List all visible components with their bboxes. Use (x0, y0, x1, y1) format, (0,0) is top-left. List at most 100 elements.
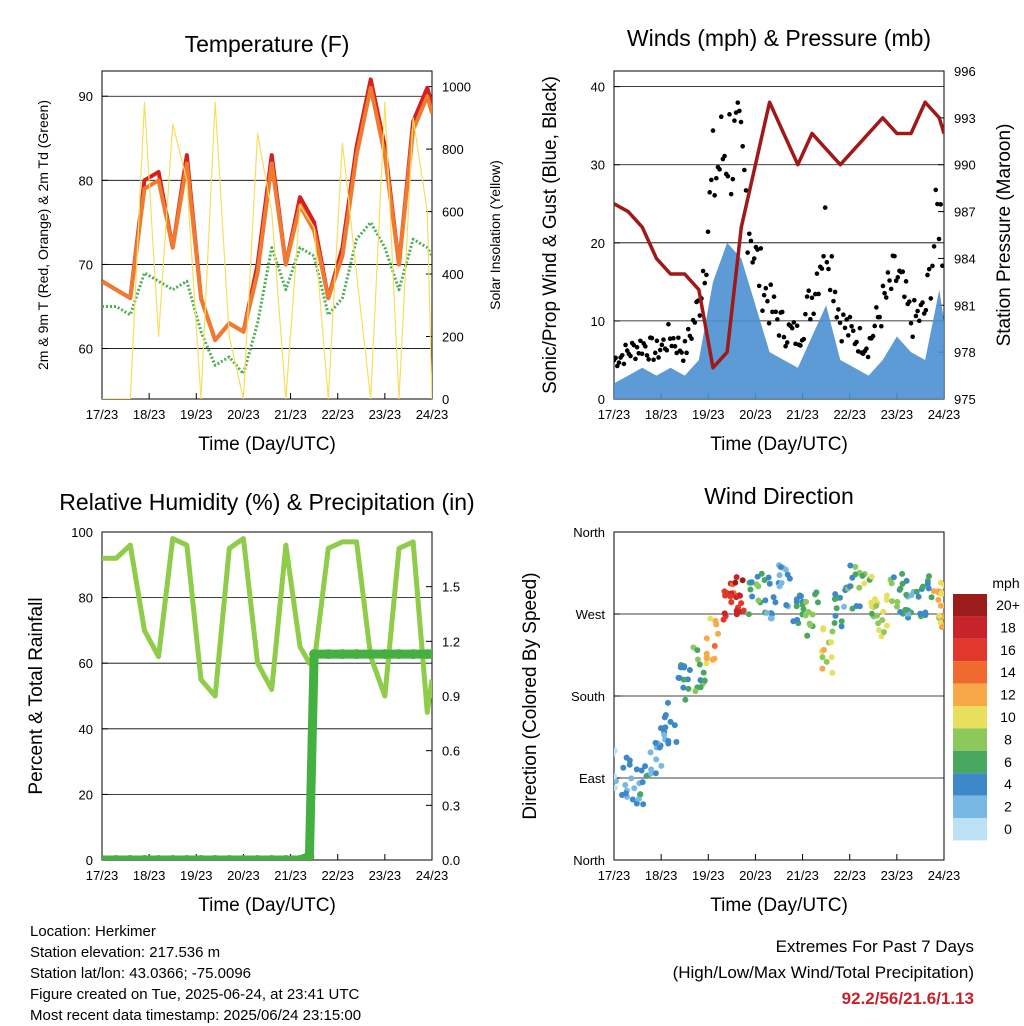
y2-tick-label: 0.6 (442, 744, 460, 759)
gust-point (644, 353, 650, 358)
y-tick-label: North (573, 525, 605, 540)
gust-point (725, 173, 731, 179)
series-temp9m (102, 85, 432, 343)
gust-point (841, 312, 846, 318)
direction-point (642, 763, 649, 770)
y2-tick-label: 996 (954, 64, 976, 79)
gust-point (811, 311, 816, 317)
direction-point (629, 796, 636, 803)
gust-point (634, 344, 640, 350)
direction-point (883, 596, 890, 603)
direction-point (903, 591, 910, 598)
x-tick-label: 20/23 (739, 868, 772, 883)
legend-swatch (953, 795, 987, 818)
direction-point (875, 620, 882, 627)
extremes-box: Extremes For Past 7 Days (High/Low/Max W… (673, 934, 974, 1012)
direction-point (925, 585, 932, 592)
direction-point (903, 577, 910, 584)
gust-point (649, 335, 655, 341)
gust-point (616, 360, 622, 365)
extremes-title: Extremes For Past 7 Days (775, 937, 974, 956)
direction-point (640, 801, 647, 808)
gust-point (879, 323, 884, 329)
chart-title: Winds (mph) & Pressure (mb) (627, 25, 931, 51)
plot-area (614, 100, 944, 399)
gust-point (775, 317, 780, 322)
gust-point (763, 285, 769, 291)
y2-tick-label: 1000 (442, 80, 471, 95)
direction-point (859, 572, 866, 579)
gust-point (870, 333, 876, 339)
y-tick-label: East (579, 771, 605, 786)
direction-point (938, 589, 944, 596)
y-tick-label: 40 (79, 722, 93, 737)
legend-swatch (953, 683, 987, 706)
gust-point (705, 229, 711, 235)
gust-point (923, 307, 929, 313)
direction-point (831, 596, 838, 603)
gust-point (794, 323, 800, 329)
legend-label: 12 (1000, 687, 1016, 703)
direction-point (712, 617, 719, 624)
gust-point (801, 336, 807, 342)
gust-point (829, 254, 835, 259)
direction-point (805, 609, 812, 616)
direction-point (622, 790, 629, 797)
y2-tick-label: 0 (442, 392, 449, 407)
gust-point (681, 358, 686, 364)
gust-point (761, 292, 767, 298)
gust-point (633, 356, 638, 362)
chart-winds: Winds (mph) & Pressure (mb) 17/23 18/23 19/… (540, 25, 1015, 455)
direction-point (793, 596, 800, 603)
gust-point (672, 344, 678, 349)
direction-point (820, 646, 827, 653)
gust-point (717, 167, 722, 172)
gust-point (822, 205, 828, 210)
gust-point (827, 287, 833, 293)
gust-point (709, 177, 714, 183)
direction-point (814, 599, 821, 606)
y-tick-label: South (571, 689, 605, 704)
direction-point (737, 592, 744, 599)
gust-point (930, 263, 935, 269)
direction-point (937, 602, 944, 609)
gust-point (728, 191, 734, 197)
gust-point (784, 340, 790, 345)
x-tick-label: 24/23 (928, 868, 961, 883)
location-text: Location: Herkimer (30, 923, 156, 940)
direction-point (745, 611, 752, 618)
gust-point (727, 112, 732, 117)
direction-point (819, 665, 826, 672)
direction-point (703, 635, 710, 642)
direction-point (947, 616, 953, 622)
direction-point (861, 580, 868, 587)
gust-point (809, 295, 815, 301)
gust-point (925, 272, 930, 278)
direction-point (671, 722, 678, 729)
direction-point (700, 669, 707, 676)
direction-point (841, 603, 848, 610)
y-tick-label: North (573, 853, 605, 868)
direction-point (803, 598, 810, 605)
direction-point (648, 766, 655, 773)
y2-axis-label: Solar Insolation (Yellow) (487, 160, 503, 310)
gust-point (737, 108, 742, 114)
gust-point (938, 202, 943, 207)
gust-point (718, 114, 724, 119)
gust-point (707, 190, 712, 195)
direction-point (897, 609, 904, 616)
x-tick-label: 21/23 (274, 868, 307, 883)
direction-point (605, 745, 611, 751)
y2-tick-label: 0.3 (442, 798, 460, 813)
gust-point (888, 286, 894, 292)
direction-point (874, 612, 881, 619)
gust-point (900, 269, 906, 275)
legend-swatch (953, 818, 987, 841)
legend-label: 14 (1000, 664, 1016, 680)
x-tick-label: 22/23 (833, 407, 866, 422)
direction-point (681, 664, 688, 671)
gust-point (780, 309, 785, 315)
direction-point (832, 612, 839, 619)
x-axis-label: Time (Day/UTC) (198, 434, 336, 455)
